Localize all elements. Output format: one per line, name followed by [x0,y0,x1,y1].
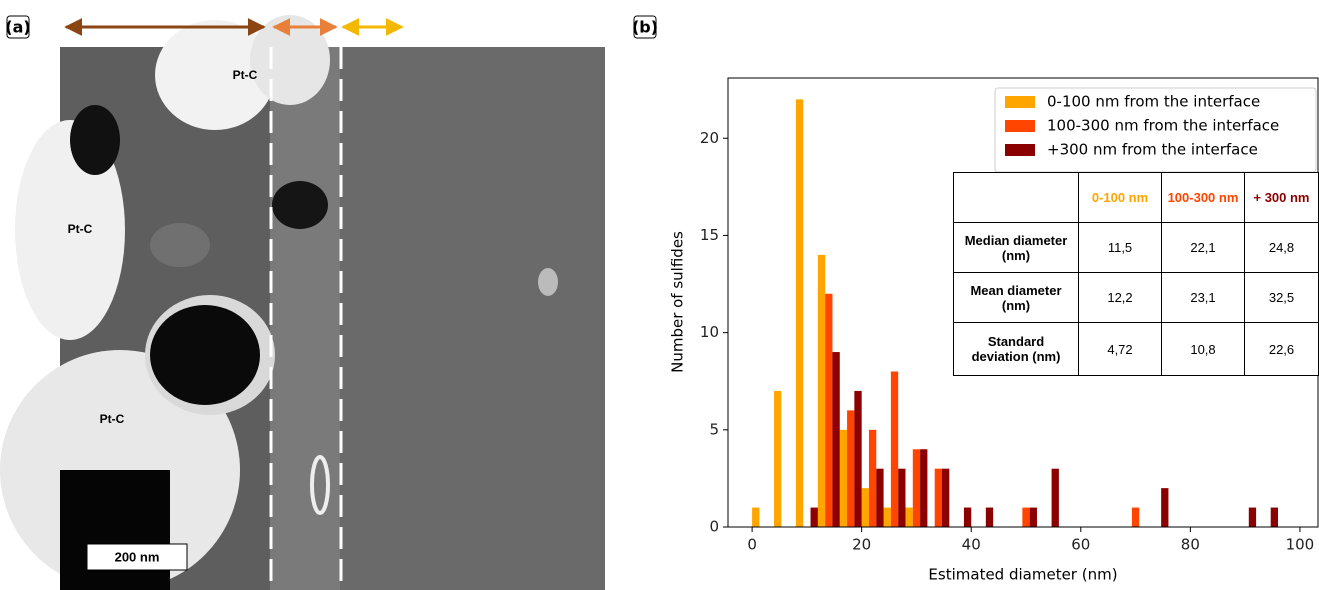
bar [905,507,913,527]
legend-label: 0-100 nm from the interface [1047,93,1260,111]
table-cell: 0-100 nm [1078,172,1162,223]
table-cell: 22,6 [1244,322,1319,376]
panel-label-box [633,15,657,39]
x-tick-label: 100 [1286,536,1315,554]
bar [854,390,862,527]
bar [963,507,972,527]
table-cell: Standard deviation (nm) [953,322,1079,376]
y-tick-label: 0 [709,518,719,536]
legend-swatch [1005,120,1035,132]
y-tick-label: 5 [709,420,719,438]
table-cell: 24,8 [1244,222,1319,273]
bar [817,254,826,527]
y-axis-label: Number of sulfides [669,231,687,373]
bar [1248,507,1257,527]
x-axis-label: Estimated diameter (nm) [928,566,1117,584]
bar [795,99,804,527]
bar [752,507,760,527]
panel-label: (b) [632,18,658,37]
x-tick-label: 40 [962,536,981,554]
bar [883,507,891,527]
bar [810,507,818,527]
bar [839,429,848,527]
x-tick-label: 0 [747,536,757,554]
bar [898,468,906,527]
bar [985,507,994,527]
table-cell: + 300 nm [1244,172,1319,223]
y-tick-label: 20 [700,129,719,147]
table-cell: 4,72 [1078,322,1162,376]
bar [825,293,833,527]
bar [847,410,855,527]
annotation: Pt-C [233,68,258,82]
bar [1029,507,1037,527]
plot: 0 20 40 60 80 100 0 5 10 15 20 0-100 nm from the in… [700,77,1319,554]
table-cell: 22,1 [1161,222,1245,273]
bar [832,352,840,527]
legend-label: +300 nm from the interface [1047,141,1258,159]
legend-swatch [1005,96,1035,108]
table-row: Median diameter (nm) 11,5 22,1 24,8 [953,222,1319,273]
legend-swatch [1005,144,1035,156]
panel-label-box [6,15,30,39]
table-cell: 32,5 [1244,272,1319,323]
y-tick-label: 10 [700,323,719,341]
table-row: Standard deviation (nm) 4,72 10,8 22,6 [953,322,1319,376]
bar [774,390,782,527]
table-cell: Median diameter (nm) [953,222,1079,273]
bar [920,449,928,527]
x-tick-label: 80 [1181,536,1200,554]
table-cell: 11,5 [1078,222,1162,273]
y-tick-label: 15 [700,226,719,244]
table-cell: 100-300 nm [1161,172,1245,223]
bar [1022,507,1030,527]
legend-label: 100-300 nm from the interface [1047,117,1279,135]
bar [890,371,899,527]
x-tick-label: 60 [1071,536,1090,554]
table-row: 0-100 nm 100-300 nm + 300 nm [953,172,1319,223]
bar [1161,488,1169,527]
table-cell: Mean diameter (nm) [953,272,1079,323]
x-tick-label: 20 [852,536,871,554]
table-cell: 23,1 [1161,272,1245,323]
sem-image [0,15,605,590]
annotation: Pt-C [68,222,93,236]
bar [861,488,869,527]
bar [912,449,921,527]
bar [876,468,884,527]
stats-table: 0-100 nm 100-300 nm + 300 nm Median diamete… [953,172,1319,376]
bar [868,429,877,527]
bar [1270,507,1279,527]
panel-label: (a) [5,18,30,37]
scale-bar-label: 200 nm [115,549,160,564]
bar [1051,468,1059,527]
table-cell [953,172,1079,223]
bar [1131,507,1140,527]
table-row: Mean diameter (nm) 12,2 23,1 32,5 [953,272,1319,323]
bar [934,468,943,527]
table-cell: 10,8 [1161,322,1245,376]
bar [942,468,950,527]
table-cell: 12,2 [1078,272,1162,323]
annotation: Pt-C [100,412,125,426]
